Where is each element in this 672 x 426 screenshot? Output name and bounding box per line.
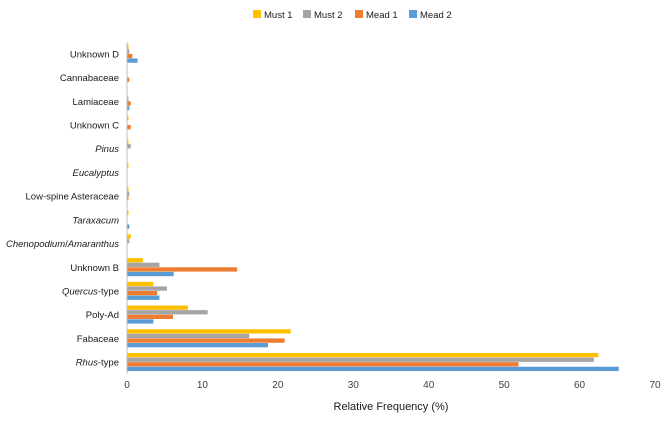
x-tick-label-30: 30 — [348, 380, 360, 391]
x-tick-label-60: 60 — [574, 380, 586, 391]
category-label-cannabaceae: Cannabaceae — [60, 73, 119, 84]
bar-mead-1-low-spine-asteraceae — [127, 196, 129, 201]
x-tick-label-10: 10 — [197, 380, 209, 391]
legend-label-mead-2: Mead 2 — [420, 10, 452, 21]
x-tick-labels: 0 10 20 30 40 50 60 70 — [124, 380, 661, 391]
legend-label-must-1: Must 1 — [264, 10, 293, 21]
bar-must-2-low-spine-asteraceae — [127, 191, 130, 196]
bar-must-1-unknown-b — [127, 258, 143, 263]
bar-mead-1-quercus-type — [127, 291, 158, 296]
bar-must-1-unknown-d — [127, 44, 129, 49]
legend-label-must-2: Must 2 — [314, 10, 343, 21]
bar-mead-1-lamiaceae — [127, 101, 131, 106]
bar-must-1-poly-ad — [127, 305, 189, 310]
bar-must-1-pinus — [127, 139, 129, 144]
bar-must-1-chenopodium-amaranthus — [127, 234, 131, 239]
bar-must-1-eucalyptus — [127, 163, 129, 168]
bar-must-2-rhus-type — [127, 357, 594, 362]
bar-must-2-quercus-type — [127, 286, 167, 291]
category-label-fabaceae: Fabaceae — [77, 334, 119, 345]
category-label-unknown-d: Unknown D — [70, 49, 119, 60]
category-label-taraxacum: Taraxacum — [72, 215, 119, 226]
bar-mead-1-poly-ad — [127, 314, 174, 320]
bar-must-2-poly-ad — [127, 310, 208, 315]
bar-must-1-unknown-c — [127, 115, 129, 121]
bar-must-2-unknown-b — [127, 262, 160, 267]
bar-must-1-low-spine-asteraceae — [127, 186, 129, 192]
category-label-poly-ad: Poly-Ad — [86, 310, 119, 321]
bar-mead-2-fabaceae — [127, 343, 269, 348]
bar-mead-2-quercus-type — [127, 295, 160, 300]
x-tick-label-40: 40 — [423, 380, 435, 391]
bar-must-2-chenopodium-amaranthus — [127, 238, 130, 244]
bar-mead-1-unknown-d — [127, 53, 133, 59]
bar-mead-1-unknown-c — [127, 125, 131, 130]
bar-must-2-lamiaceae — [127, 96, 129, 101]
bar-mead-2-poly-ad — [127, 319, 154, 324]
category-labels: Unknown D Cannabaceae Lamiaceae Unknown C Pi… — [6, 49, 119, 368]
bar-mead-1-cannabaceae — [127, 77, 130, 82]
bar-mead-1-rhus-type — [127, 362, 519, 367]
x-tick-label-0: 0 — [124, 380, 130, 391]
category-label-quercus-type: Quercus-type — [62, 287, 119, 298]
bar-must-2-pinus — [127, 144, 131, 149]
bar-mead-1-unknown-b — [127, 267, 238, 272]
category-label-unknown-b: Unknown B — [70, 263, 119, 274]
bar-must-1-quercus-type — [127, 281, 154, 287]
x-tick-label-70: 70 — [649, 380, 661, 391]
bar-must-1-fabaceae — [127, 329, 291, 334]
category-label-unknown-c: Unknown C — [70, 121, 119, 132]
bar-must-1-taraxacum — [127, 210, 129, 215]
legend-swatch-mead-2 — [409, 10, 417, 18]
legend-swatch-must-2 — [303, 10, 311, 18]
x-axis-title: Relative Frequency (%) — [334, 401, 449, 413]
x-tick-label-50: 50 — [499, 380, 511, 391]
category-label-chenopodium-amaranthus: Chenopodium/Amaranthus — [6, 239, 119, 250]
bar-mead-2-unknown-d — [127, 58, 138, 63]
category-label-rhus-type: Rhus-type — [76, 358, 119, 369]
bar-must-2-fabaceae — [127, 333, 250, 339]
legend: Must 1 Must 2 Mead 1 Mead 2 — [253, 10, 452, 21]
bar-must-1-rhus-type — [127, 352, 599, 358]
category-label-lamiaceae: Lamiaceae — [73, 97, 119, 108]
x-tick-label-20: 20 — [272, 380, 284, 391]
bars — [127, 44, 619, 372]
category-label-eucalyptus: Eucalyptus — [73, 168, 120, 179]
legend-swatch-must-1 — [253, 10, 261, 18]
bar-mead-2-unknown-b — [127, 271, 174, 277]
bar-mead-2-lamiaceae — [127, 105, 130, 111]
bar-must-2-unknown-d — [127, 49, 130, 54]
bar-mead-1-fabaceae — [127, 338, 285, 343]
category-label-pinus: Pinus — [95, 144, 119, 155]
bar-mead-2-taraxacum — [127, 224, 130, 229]
bar-mead-2-rhus-type — [127, 366, 619, 372]
category-label-low-spine-asteraceae: Low-spine Asteraceae — [26, 192, 119, 203]
legend-label-mead-1: Mead 1 — [366, 10, 398, 21]
legend-swatch-mead-1 — [355, 10, 363, 18]
